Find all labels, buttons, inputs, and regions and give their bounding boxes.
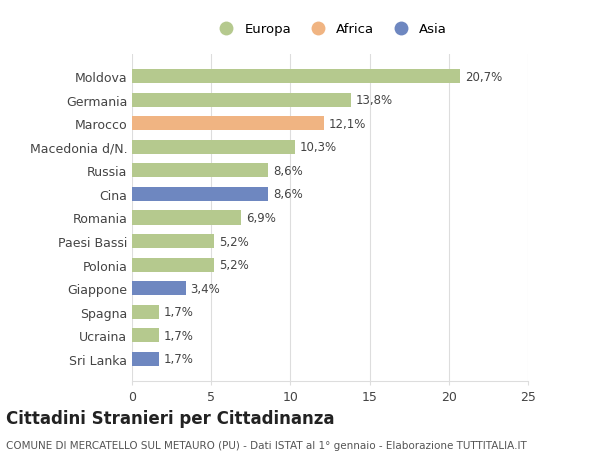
Legend: Europa, Africa, Asia: Europa, Africa, Asia	[209, 19, 451, 40]
Bar	[132, 211, 241, 225]
Bar	[132, 70, 460, 84]
Text: 6,9%: 6,9%	[246, 212, 276, 224]
Bar	[132, 187, 268, 202]
Bar	[132, 281, 186, 296]
Text: 1,7%: 1,7%	[164, 353, 194, 365]
Text: 12,1%: 12,1%	[328, 118, 366, 130]
Text: 10,3%: 10,3%	[300, 141, 337, 154]
Text: Cittadini Stranieri per Cittadinanza: Cittadini Stranieri per Cittadinanza	[6, 409, 335, 427]
Text: 1,7%: 1,7%	[164, 329, 194, 342]
Bar	[132, 164, 268, 178]
Text: 8,6%: 8,6%	[273, 188, 303, 201]
Text: 5,2%: 5,2%	[219, 258, 249, 272]
Bar	[132, 352, 159, 366]
Text: 20,7%: 20,7%	[464, 71, 502, 84]
Bar	[132, 305, 159, 319]
Bar	[132, 93, 350, 107]
Bar	[132, 117, 323, 131]
Text: COMUNE DI MERCATELLO SUL METAURO (PU) - Dati ISTAT al 1° gennaio - Elaborazione : COMUNE DI MERCATELLO SUL METAURO (PU) - …	[6, 440, 527, 450]
Text: 13,8%: 13,8%	[355, 94, 392, 107]
Text: 1,7%: 1,7%	[164, 306, 194, 319]
Text: 5,2%: 5,2%	[219, 235, 249, 248]
Bar	[132, 140, 295, 155]
Bar	[132, 329, 159, 343]
Text: 8,6%: 8,6%	[273, 164, 303, 178]
Bar	[132, 235, 214, 249]
Text: 3,4%: 3,4%	[191, 282, 220, 295]
Bar	[132, 258, 214, 272]
